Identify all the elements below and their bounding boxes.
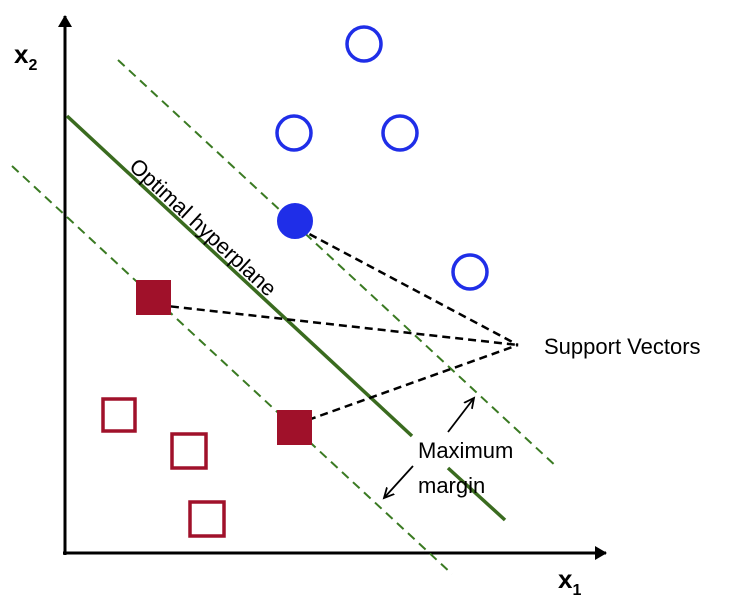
- support-vector-connector: [157, 303, 519, 347]
- support-vector-connector: [307, 343, 519, 422]
- class-a-support-vector: [277, 203, 313, 239]
- class-b-support-vector: [136, 280, 171, 315]
- lower-margin-line: [11, 165, 453, 575]
- optimal-hyperplane: [65, 114, 414, 438]
- hyperplane-label: Optimal hyperplane: [125, 153, 282, 301]
- support-vector-connector: [297, 226, 519, 347]
- class-a-point: [275, 114, 313, 152]
- class-b-point: [101, 397, 137, 433]
- x-axis-label: x1: [558, 564, 581, 595]
- support-vectors-label: Support Vectors: [544, 334, 701, 359]
- y-axis-label: x2: [14, 39, 37, 74]
- class-a-point: [451, 253, 489, 291]
- margin-label-line1: Maximum: [418, 438, 513, 463]
- class-a-point: [381, 114, 419, 152]
- margin-arrow-down: [384, 465, 414, 498]
- class-b-support-vector: [277, 410, 312, 445]
- margin-arrow-up: [447, 398, 474, 433]
- optimal-hyperplane-lower: [446, 466, 507, 522]
- class-b-point: [188, 500, 226, 538]
- margin-label-line2: margin: [418, 473, 485, 498]
- class-b-point: [170, 432, 208, 470]
- upper-margin-line: [117, 59, 559, 469]
- class-a-point: [345, 25, 383, 63]
